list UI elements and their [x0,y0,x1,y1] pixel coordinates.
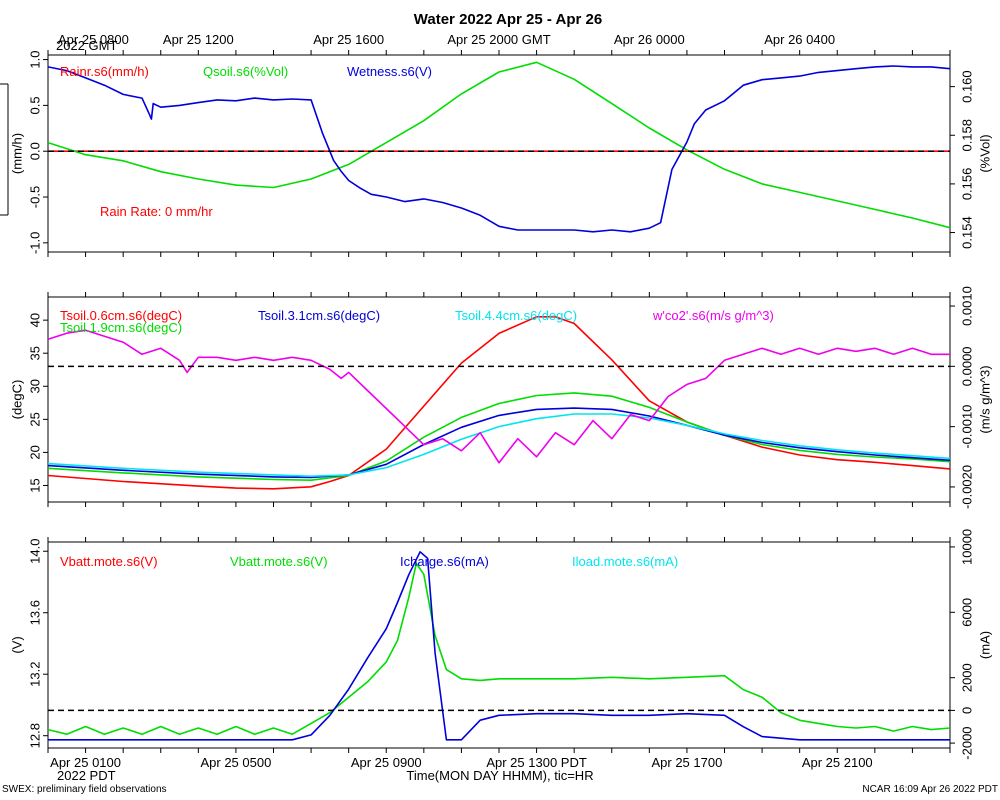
legend-entry: w'co2'.s6(m/s g/m^3) [652,308,774,323]
left-y-tick-label: 14.0 [27,539,42,564]
right-y-tick-label: 0.156 [959,168,974,201]
right-y-tick-label: 2000 [959,663,974,692]
legend-entry: Tsoil.1.9cm.s6(degC) [60,320,182,335]
panel-battery-and-charge-current: 12.8 13.2 13.6 14.0 (V) -2000 0 2000 6000 10000 (m… [9,529,992,760]
series-line-2 [47,407,951,479]
left-y-tick-label: 12.8 [27,723,42,748]
series-line-1 [47,562,951,736]
left-axis-label: (degC) [9,380,24,420]
left-y-tick-label: 20 [27,445,42,459]
legend-entry: Vbatt.mote.s6(V) [60,554,158,569]
right-y-tick-label: 0.0010 [959,286,974,326]
left-y-tick-label: 13.2 [27,662,42,687]
right-y-tick-label: 0.160 [959,70,974,103]
panel-rain-wetness-soil-moisture: -1.0 -0.5 0.0 0.5 1.0 (mm/h) 0.154 0.156 0.158 0.… [9,50,992,257]
legend-entry: Tsoil.4.4cm.s6(degC) [455,308,577,323]
top-axis-tick-label: Apr 25 1600 [313,32,384,47]
left-y-tick-label: 0.5 [27,96,42,114]
right-y-tick-label: 0.154 [959,216,974,249]
top-axis-tick-label: Apr 26 0000 [614,32,685,47]
left-y-tick-label: 1.0 [27,51,42,69]
plot-frame [47,541,951,749]
bottom-axis-year-label: 2022 PDT [57,768,116,783]
right-y-tick-label: 6000 [959,598,974,627]
series-line-3 [47,413,951,478]
series-line-1 [47,392,951,482]
rain-rate-annotation: Rain Rate: 0 mm/hr [100,204,213,219]
panel-soil-temperature-co2-flux: 15 20 25 30 35 40 (degC) -0.0020 -0.0010 0.0000 0.… [9,286,992,509]
legend-entry: Tsoil.0.6cm.s6(degC) [60,308,182,323]
series-line-2 [48,550,950,741]
left-axis-label: (mm/h) [9,133,24,174]
left-y-tick-label: -1.0 [27,232,42,254]
series-line-4 [47,329,950,464]
right-y-tick-label: -0.0010 [959,405,974,449]
left-y-tick-label: 25 [27,412,42,426]
bottom-axis-tick-label: Apr 25 0100 [50,755,121,770]
series-line-1 [47,61,951,229]
legend-entry: Wetness.s6(V) [347,64,432,79]
bottom-axis-tick-label: Apr 25 1300 PDT [486,755,587,770]
left-y-tick-label: 13.6 [27,600,42,625]
top-axis-tick-label: Apr 25 1200 [163,32,234,47]
top-axis-tick-label: Apr 25 2000 GMT [447,32,550,47]
left-y-tick-label: 15 [27,478,42,492]
series-line-0 [47,315,951,490]
right-y-tick-label: 0.158 [959,119,974,152]
right-y-tick-label: -0.0020 [959,465,974,509]
legend-entry: Vbatt.mote.s6(V) [230,554,328,569]
right-axis-label: (mA) [977,631,992,659]
bottom-axis-tick-label: Apr 25 1700 [651,755,722,770]
right-y-tick-label: 10000 [959,529,974,565]
series-line-2 [47,65,951,233]
left-y-tick-label: 30 [27,379,42,393]
left-axis-label: (V) [9,636,24,653]
footer-right-stamp: NCAR 16:09 Apr 26 2022 PDT [862,784,998,795]
legend-entry: Iload.mote.s6(mA) [572,554,678,569]
legend-entry: Icharge.s6(mA) [400,554,489,569]
left-y-tick-label: 35 [27,346,42,360]
bottom-axis-tick-label: Apr 25 2100 [802,755,873,770]
left-y-tick-label: 40 [27,313,42,327]
top-axis-year-label: 2022 GMT [56,38,117,53]
bottom-axis-tick-label: Apr 25 0500 [200,755,271,770]
left-y-tick-label: -0.5 [27,186,42,208]
left-y-tick-label: 0.0 [27,142,42,160]
plot-frame [47,54,951,253]
legend-entry: Qsoil.s6(%Vol) [203,64,288,79]
right-axis-label: (%Vol) [977,134,992,172]
legend-entry: Rainr.s6(mm/h) [60,64,149,79]
legend-entry: Tsoil.3.1cm.s6(degC) [258,308,380,323]
footer-left-note: SWEX: preliminary field observations [2,784,167,795]
x-axis-label: Time(MON DAY HHMM), tic=HR [406,768,593,783]
top-axis-tick-label: Apr 26 0400 [764,32,835,47]
right-y-tick-label: 0 [959,707,974,714]
right-y-tick-label: -2000 [959,726,974,759]
right-y-tick-label: 0.0000 [959,346,974,386]
bottom-axis-tick-label: Apr 25 0900 [351,755,422,770]
chart-title: Water 2022 Apr 25 - Apr 26 [414,11,602,28]
right-axis-label: (m/s g/m^3) [977,365,992,433]
top-axis-tick-label: Apr 25 0800 [58,32,129,47]
